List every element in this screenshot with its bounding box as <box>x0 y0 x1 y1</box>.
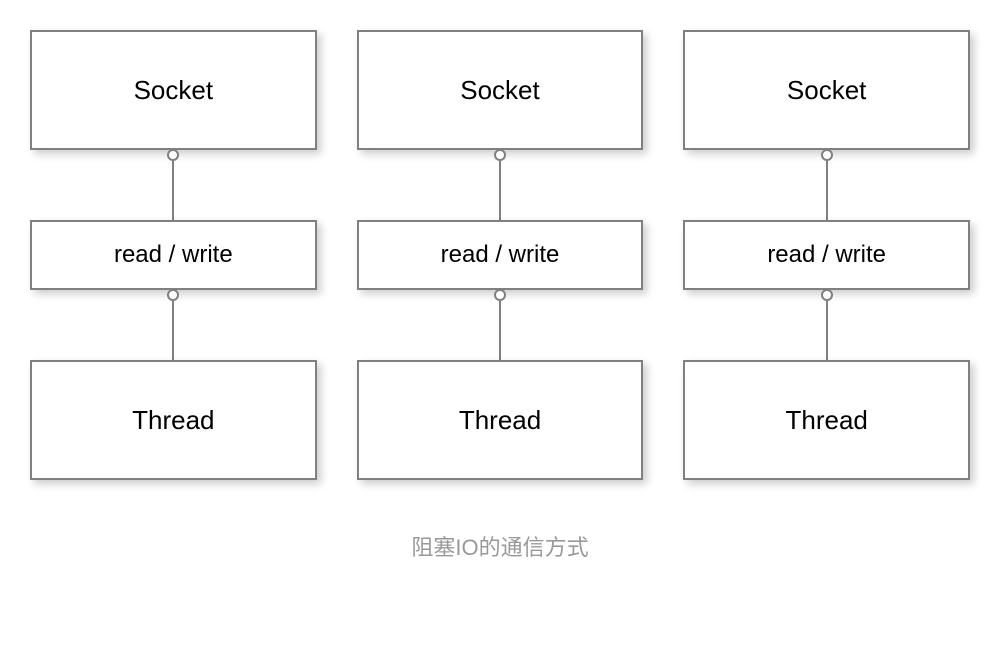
column-1: Socket read / write Thread <box>357 30 644 480</box>
column-0: Socket read / write Thread <box>30 30 317 480</box>
socket-label: Socket <box>460 75 540 106</box>
connector-line <box>172 301 174 360</box>
connector-top <box>494 150 506 220</box>
socket-box: Socket <box>357 30 644 150</box>
connector-circle-icon <box>821 289 833 301</box>
thread-label: Thread <box>132 405 214 436</box>
readwrite-box: read / write <box>30 220 317 290</box>
connector-line <box>499 161 501 220</box>
socket-label: Socket <box>787 75 867 106</box>
readwrite-box: read / write <box>357 220 644 290</box>
column-2: Socket read / write Thread <box>683 30 970 480</box>
socket-box: Socket <box>683 30 970 150</box>
connector-circle-icon <box>494 149 506 161</box>
connector-circle-icon <box>167 149 179 161</box>
connector-bottom <box>821 290 833 360</box>
connector-line <box>826 301 828 360</box>
diagram-container: Socket read / write Thread Socket read /… <box>0 0 1000 480</box>
diagram-caption: 阻塞IO的通信方式 <box>0 530 1000 562</box>
connector-line <box>499 301 501 360</box>
connector-line <box>826 161 828 220</box>
thread-box: Thread <box>683 360 970 480</box>
connector-top <box>821 150 833 220</box>
thread-label: Thread <box>785 405 867 436</box>
connector-line <box>172 161 174 220</box>
connector-bottom <box>167 290 179 360</box>
thread-box: Thread <box>30 360 317 480</box>
connector-circle-icon <box>167 289 179 301</box>
connector-top <box>167 150 179 220</box>
connector-bottom <box>494 290 506 360</box>
socket-box: Socket <box>30 30 317 150</box>
readwrite-label: read / write <box>114 241 233 269</box>
connector-circle-icon <box>821 149 833 161</box>
readwrite-label: read / write <box>767 241 886 269</box>
thread-label: Thread <box>459 405 541 436</box>
socket-label: Socket <box>134 75 214 106</box>
thread-box: Thread <box>357 360 644 480</box>
readwrite-box: read / write <box>683 220 970 290</box>
readwrite-label: read / write <box>441 241 560 269</box>
connector-circle-icon <box>494 289 506 301</box>
